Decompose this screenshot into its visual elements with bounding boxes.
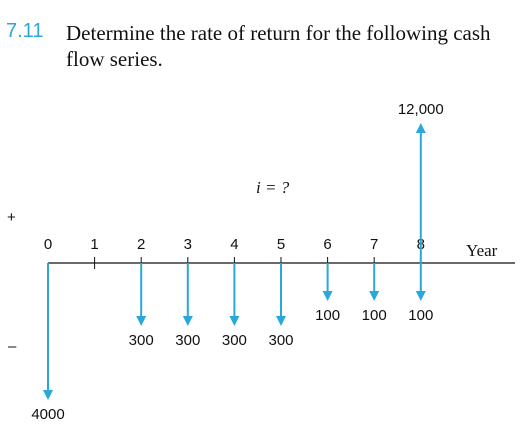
- cash-flow-amount-year-0-down: 4000: [31, 406, 64, 423]
- cash-flow-amount-year-4-down: 300: [222, 332, 247, 349]
- cash-flow-amount-year-3-down: 300: [175, 332, 200, 349]
- year-label-6: 6: [323, 236, 331, 253]
- year-label-2: 2: [137, 236, 145, 253]
- year-label-0: 0: [44, 236, 52, 253]
- interest-rate-label: i = ?: [256, 178, 290, 197]
- year-label-3: 3: [184, 236, 192, 253]
- year-label-1: 1: [90, 236, 98, 253]
- cash-flow-amount-year-2-down: 300: [129, 332, 154, 349]
- problem-text: Determine the rate of return for the fol…: [66, 21, 491, 71]
- negative-sign: –: [8, 338, 17, 355]
- cash-flow-amount-year-6-down: 100: [315, 307, 340, 324]
- problem-number: 7.11: [6, 20, 44, 42]
- year-label-4: 4: [230, 236, 238, 253]
- positive-sign: +: [7, 209, 16, 226]
- cash-flow-amount-year-8-down: 100: [408, 307, 433, 324]
- cash-flow-amount-year-7-down: 100: [362, 307, 387, 324]
- year-label-5: 5: [277, 236, 285, 253]
- axis-label-year: Year: [466, 241, 498, 260]
- cash-flow-amount-year-5-down: 300: [268, 332, 293, 349]
- year-label-7: 7: [370, 236, 378, 253]
- cash-flow-amount-year-8-up: 12,000: [398, 101, 444, 118]
